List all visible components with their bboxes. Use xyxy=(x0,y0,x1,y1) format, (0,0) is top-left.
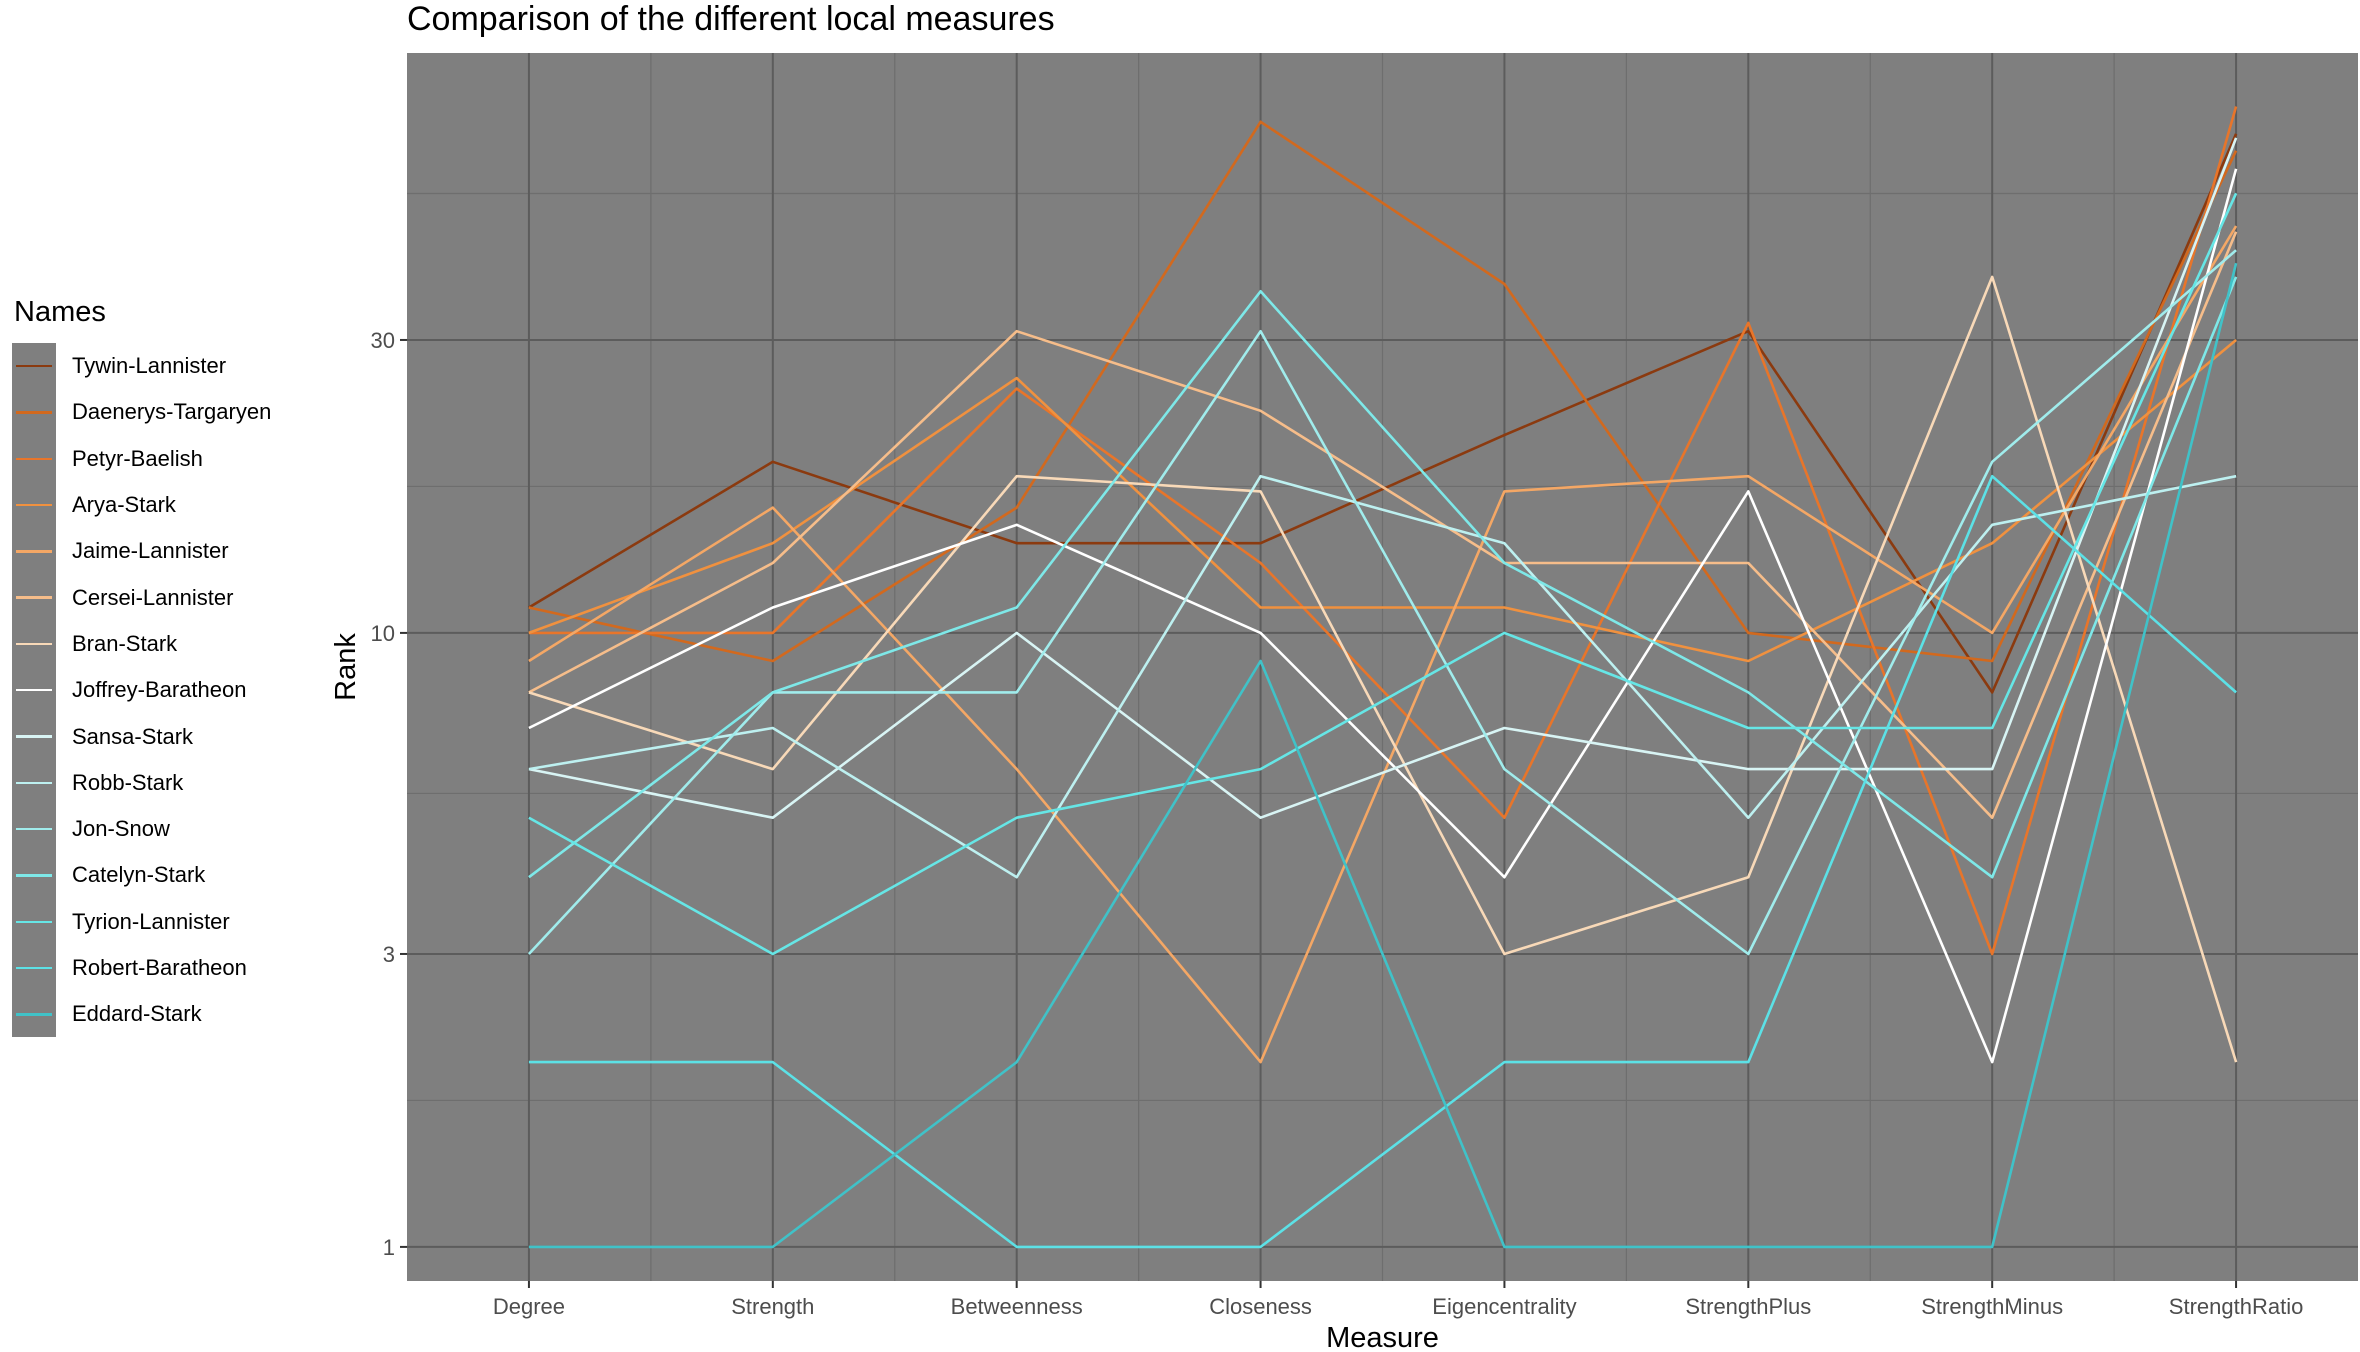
legend-swatch xyxy=(16,920,52,923)
series-line-petyr-baelish xyxy=(528,106,2238,956)
legend-label: Robert-Baratheon xyxy=(72,955,247,980)
series-line-arya-stark xyxy=(528,339,2237,663)
series-line-eddard-stark xyxy=(528,262,2238,1249)
legend-item: Robert-Baratheon xyxy=(12,944,352,992)
legend-label: Cersei-Lannister xyxy=(72,584,234,610)
series-line-bran-stark xyxy=(528,275,2238,1063)
legend-item: Jaime-Lannister xyxy=(12,528,352,575)
legend-key xyxy=(12,481,56,529)
series-line-tywin-lannister xyxy=(528,133,2238,694)
legend-item: Sansa-Stark xyxy=(12,713,352,760)
y-tick-label: 1 xyxy=(383,1235,395,1260)
legend-swatch xyxy=(16,503,52,507)
legend-label: Tyrion-Lannister xyxy=(72,908,230,934)
series-line-robert-baratheon xyxy=(528,474,2237,1249)
y-tick-label: 30 xyxy=(371,328,395,353)
legend-item: Robb-Stark xyxy=(12,759,352,806)
legend-label: Petyr-Baelish xyxy=(72,445,203,471)
legend-key xyxy=(12,898,56,945)
legend-item: Joffrey-Baratheon xyxy=(12,667,352,714)
legend-key xyxy=(12,805,56,853)
legend-key xyxy=(12,759,56,806)
legend-swatch xyxy=(16,642,52,646)
legend-swatch xyxy=(16,827,52,831)
legend-item: Cersei-Lannister xyxy=(12,574,352,621)
x-axis-title: Measure xyxy=(1326,1322,1439,1352)
legend-key xyxy=(12,852,56,899)
legend-label: Bran-Stark xyxy=(72,630,178,656)
legend-label: Jaime-Lannister xyxy=(72,538,229,564)
series-line-cersei-lannister xyxy=(528,231,2238,820)
legend-key xyxy=(12,991,56,1038)
legend-label: Robb-Stark xyxy=(72,769,184,795)
legend-key xyxy=(12,389,56,436)
legend-title: Names xyxy=(14,296,106,328)
legend-swatch xyxy=(16,781,52,785)
legend-key xyxy=(12,667,56,714)
series-line-sansa-stark xyxy=(528,137,2238,820)
x-tick-label: Closeness xyxy=(1209,1294,1312,1319)
series-line-joffrey-baratheon xyxy=(528,168,2238,1064)
legend-key xyxy=(12,944,56,992)
legend-label: Eddard-Stark xyxy=(72,1001,202,1027)
series-line-daenerys-targaryen xyxy=(528,120,2238,663)
legend-swatch xyxy=(16,735,52,738)
y-axis-title: Rank xyxy=(330,633,362,701)
legend-key xyxy=(12,574,56,621)
legend-swatch xyxy=(16,1013,52,1016)
x-tick-label: Betweenness xyxy=(951,1294,1083,1319)
legend-key xyxy=(12,435,56,482)
legend-key xyxy=(12,713,56,760)
legend: Names Tywin-Lannister Daenerys-Targaryen P… xyxy=(12,296,352,1038)
chart-title: Comparison of the different local measur… xyxy=(407,0,1055,38)
x-tick-label: StrengthRatio xyxy=(2169,1294,2304,1319)
legend-key xyxy=(12,343,56,390)
legend-items: Tywin-Lannister Daenerys-Targaryen Petyr-B… xyxy=(12,343,352,1038)
y-tick-label: 3 xyxy=(383,942,395,967)
series-line-catelyn-stark xyxy=(528,276,2238,879)
legend-item: Arya-Stark xyxy=(12,481,352,529)
x-tick-label: StrengthMinus xyxy=(1921,1294,2063,1319)
legend-swatch xyxy=(16,411,52,414)
series-line-jaime-lannister xyxy=(528,225,2238,1064)
x-tick-label: Eigencentrality xyxy=(1432,1294,1576,1319)
legend-item: Tyrion-Lannister xyxy=(12,898,352,945)
y-tick-label: 10 xyxy=(371,621,395,646)
legend-label: Jon-Snow xyxy=(72,816,170,842)
legend-label: Sansa-Stark xyxy=(72,723,194,749)
legend-swatch xyxy=(16,550,52,553)
legend-swatch xyxy=(16,365,52,368)
legend-item: Eddard-Stark xyxy=(12,991,352,1038)
legend-label: Joffrey-Baratheon xyxy=(72,677,247,703)
x-tick-label: Degree xyxy=(493,1294,565,1319)
x-tick-label: Strength xyxy=(731,1294,814,1319)
legend-label: Arya-Stark xyxy=(72,492,176,518)
legend-item: Tywin-Lannister xyxy=(12,343,352,390)
legend-item: Daenerys-Targaryen xyxy=(12,389,352,436)
y-axis: 1 3 10 30 xyxy=(371,328,407,1260)
legend-label: Daenerys-Targaryen xyxy=(72,399,272,425)
legend-swatch xyxy=(16,457,52,460)
series-line-tyrion-lannister xyxy=(528,192,2238,956)
series-line-jon-snow xyxy=(527,249,2237,956)
legend-label: Catelyn-Stark xyxy=(72,862,206,888)
x-tick-label: StrengthPlus xyxy=(1685,1294,1811,1319)
series-lines xyxy=(527,106,2238,1249)
legend-key xyxy=(12,528,56,575)
legend-swatch xyxy=(16,596,52,599)
legend-item: Jon-Snow xyxy=(12,805,352,853)
legend-key xyxy=(12,620,56,668)
legend-swatch xyxy=(16,966,52,970)
legend-item: Petyr-Baelish xyxy=(12,435,352,482)
x-axis: Degree Strength Betweenness Closeness Eigenc… xyxy=(493,1281,2303,1319)
legend-label: Tywin-Lannister xyxy=(72,353,227,379)
legend-item: Bran-Stark xyxy=(12,620,352,668)
legend-swatch xyxy=(16,689,52,692)
legend-item: Catelyn-Stark xyxy=(12,852,352,899)
legend-swatch xyxy=(16,874,52,877)
